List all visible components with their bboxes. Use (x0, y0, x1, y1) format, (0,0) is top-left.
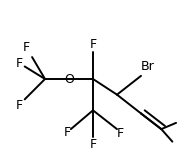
Text: O: O (64, 73, 74, 85)
Text: F: F (16, 57, 23, 70)
Text: F: F (23, 41, 30, 54)
Text: Br: Br (141, 60, 155, 73)
Text: F: F (16, 99, 23, 112)
Text: F: F (64, 126, 71, 139)
Text: F: F (117, 127, 124, 140)
Text: F: F (89, 38, 97, 51)
Text: F: F (89, 138, 97, 151)
